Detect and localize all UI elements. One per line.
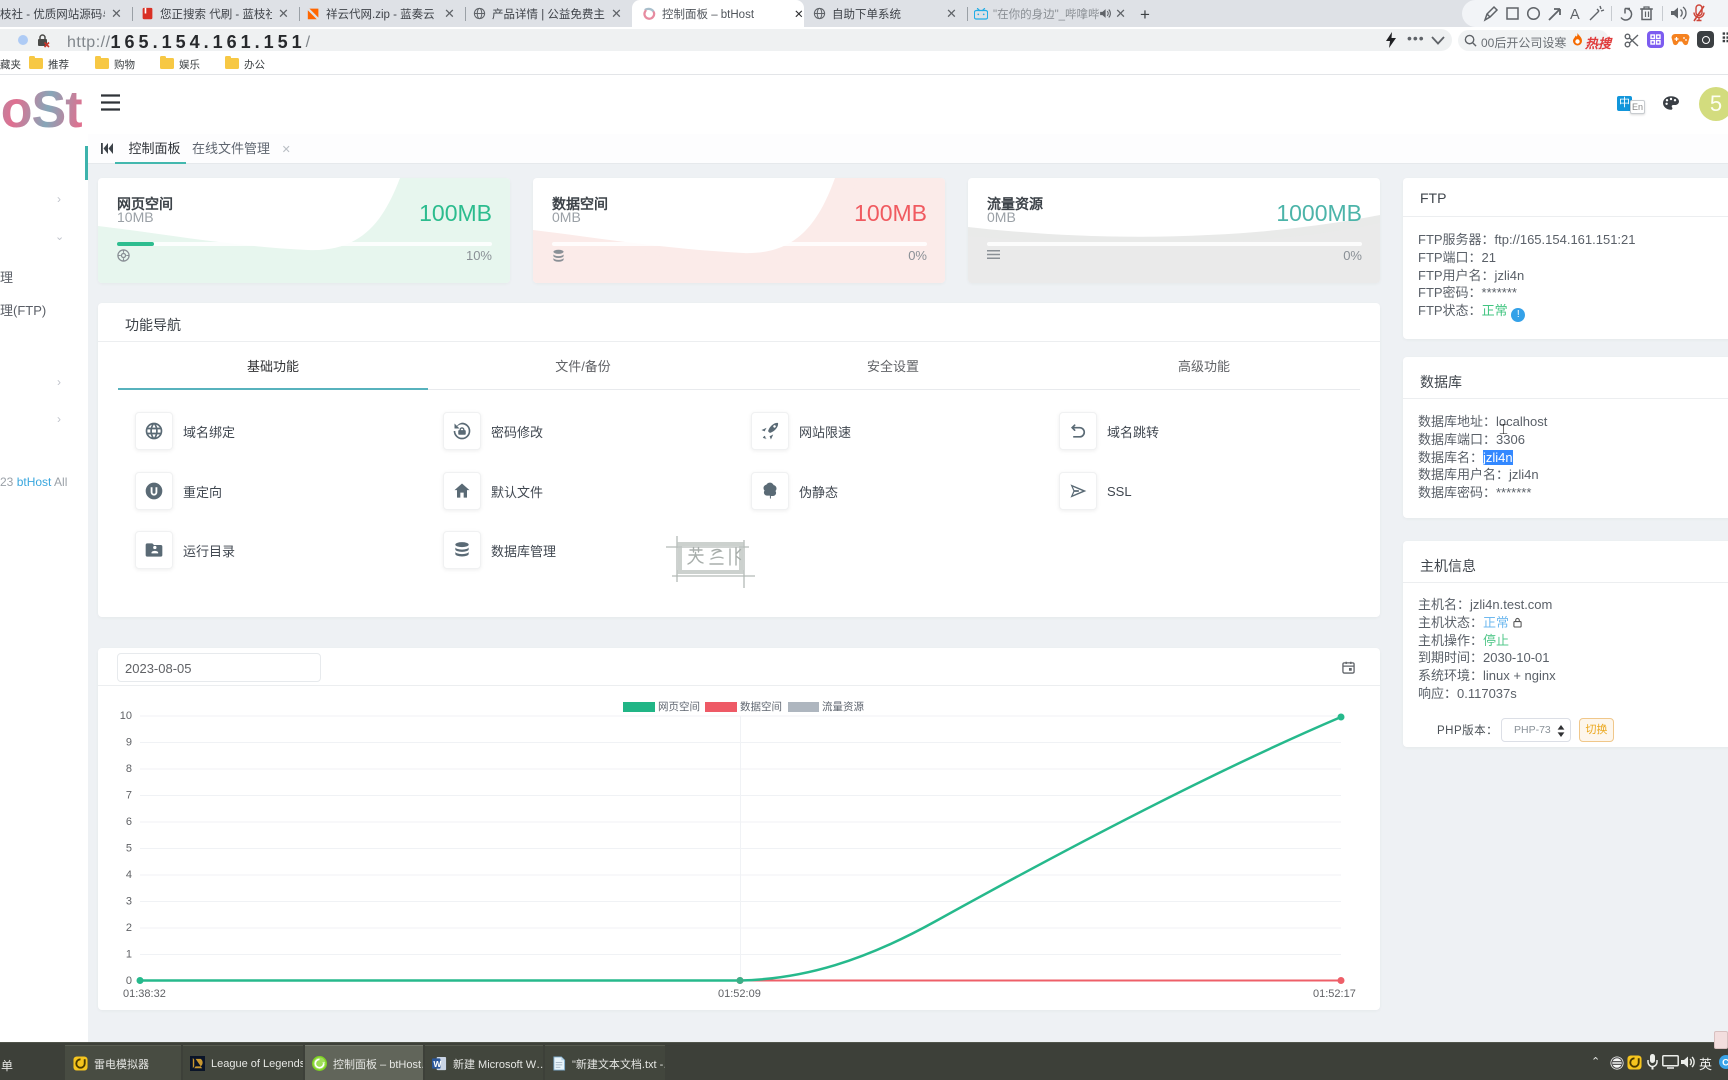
svg-text:8: 8 bbox=[126, 763, 132, 775]
svg-text:5: 5 bbox=[126, 843, 132, 855]
svg-text:6: 6 bbox=[126, 816, 132, 828]
svg-text:9: 9 bbox=[126, 737, 132, 749]
svg-text:A: A bbox=[1570, 7, 1580, 23]
svg-text:W: W bbox=[433, 1059, 441, 1069]
svg-text:3: 3 bbox=[126, 896, 132, 908]
svg-text:C: C bbox=[1722, 1058, 1728, 1069]
svg-text:2: 2 bbox=[126, 922, 132, 934]
svg-text:01:52:17: 01:52:17 bbox=[1313, 988, 1356, 1000]
svg-text:0: 0 bbox=[126, 975, 132, 987]
svg-text:4: 4 bbox=[126, 869, 132, 881]
svg-text:7: 7 bbox=[126, 790, 132, 802]
svg-text:1: 1 bbox=[126, 949, 132, 961]
svg-text:01:52:09: 01:52:09 bbox=[718, 988, 761, 1000]
svg-text:10: 10 bbox=[120, 710, 132, 722]
svg-text:01:38:32: 01:38:32 bbox=[123, 988, 166, 1000]
